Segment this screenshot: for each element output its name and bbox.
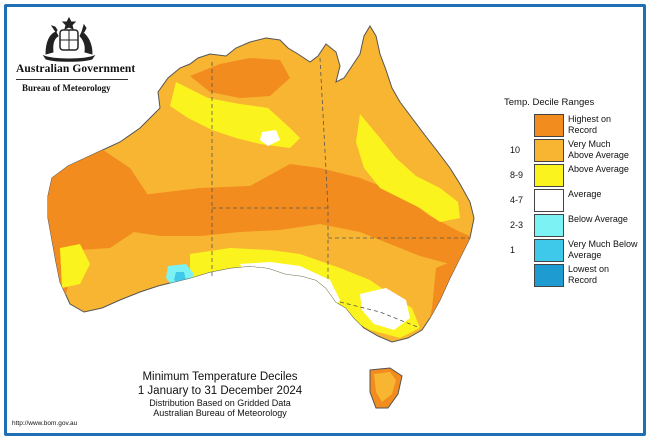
legend-swatch-below <box>534 214 564 237</box>
legend-range: 8-9 <box>510 170 524 180</box>
legend-item: 1 Very Much Below Average <box>504 239 638 262</box>
legend-swatch-very-much-above <box>534 139 564 162</box>
legend-range: 2-3 <box>510 220 524 230</box>
legend-item: 10 Very Much Above Average <box>504 139 634 162</box>
legend-title: Temp. Decile Ranges <box>504 97 595 108</box>
legend-label: Average <box>568 189 602 199</box>
legend-range: 10 <box>510 145 521 155</box>
legend-range: 4-7 <box>510 195 524 205</box>
legend: Highest on Record 10 Very Much Above Ave… <box>504 114 638 289</box>
header-divider <box>16 79 128 80</box>
border-nt-qld <box>319 57 329 282</box>
legend-item: Highest on Record <box>504 114 634 137</box>
legend-swatch-highest <box>534 114 564 137</box>
legend-label: Very Much Below Average <box>568 239 638 260</box>
region-highest-north <box>190 58 290 98</box>
source-url[interactable]: http://www.bom.gov.au <box>12 420 78 427</box>
legend-swatch-lowest <box>534 264 564 287</box>
australia-decile-map <box>47 25 475 409</box>
legend-label: Highest on Record <box>568 114 612 135</box>
legend-label: Below Average <box>568 214 628 224</box>
caption-title: Minimum Temperature Deciles <box>142 371 298 383</box>
bureau-subtitle: Bureau of Meteorology <box>22 83 111 93</box>
legend-swatch-very-much-below <box>534 239 564 262</box>
legend-item: Lowest on Record <box>504 264 634 287</box>
region-average-victoria <box>360 288 410 330</box>
region-very-much-below-southwest <box>174 272 186 284</box>
legend-label: Above Average <box>568 164 629 174</box>
tasmania-above <box>374 372 396 402</box>
legend-swatch-average <box>534 189 564 212</box>
region-above-qld <box>356 114 460 222</box>
government-title: Australian Government <box>16 63 136 75</box>
legend-range: 1 <box>510 245 516 255</box>
legend-item: 2-3 Below Average <box>504 214 634 237</box>
map-caption: Minimum Temperature Deciles 1 January to… <box>90 371 350 418</box>
caption-source: Australian Bureau of Meteorology <box>153 408 287 418</box>
caption-period: 1 January to 31 December 2024 <box>137 385 303 397</box>
coat-of-arms-icon <box>42 16 96 62</box>
region-above-west <box>60 244 90 288</box>
legend-label: Lowest on Record <box>568 264 610 285</box>
legend-item: 4-7 Average <box>504 189 634 212</box>
region-average-north-spot <box>260 130 280 146</box>
legend-swatch-above <box>534 164 564 187</box>
legend-label: Very Much Above Average <box>568 139 629 160</box>
legend-item: 8-9 Above Average <box>504 164 634 187</box>
caption-method: Distribution Based on Gridded Data <box>149 398 291 408</box>
